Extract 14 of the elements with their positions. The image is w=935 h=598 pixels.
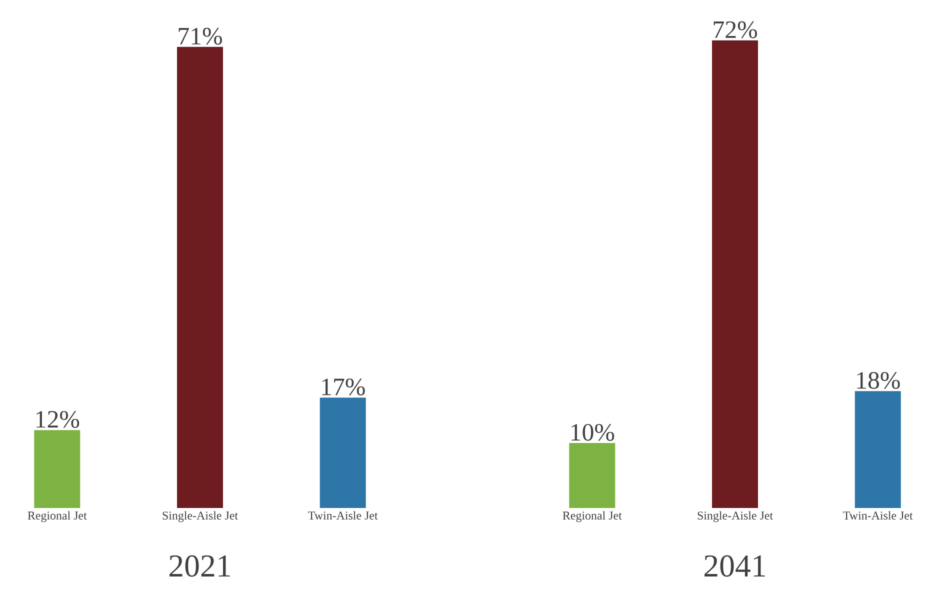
data-label: 17% bbox=[322, 378, 365, 396]
x-tick-label: Single-Aisle Jet bbox=[162, 511, 238, 522]
data-label: 72% bbox=[714, 21, 757, 38]
x-tick-label: Regional Jet bbox=[562, 511, 622, 522]
data-label: 10% bbox=[572, 424, 614, 441]
data-label: 71% bbox=[178, 28, 222, 45]
x-tick-label: Twin-Aisle Jet bbox=[843, 511, 913, 520]
x-axis-title: 2021 bbox=[170, 555, 230, 577]
data-label: 18% bbox=[857, 372, 900, 389]
x-tick-label: Regional Jet bbox=[28, 511, 87, 522]
x-tick-label: Twin-Aisle Jet bbox=[308, 511, 378, 520]
data-label: 12% bbox=[36, 410, 80, 428]
x-axis-title: 2041 bbox=[704, 555, 765, 577]
x-tick-label: Single-Aisle Jet bbox=[698, 511, 773, 522]
